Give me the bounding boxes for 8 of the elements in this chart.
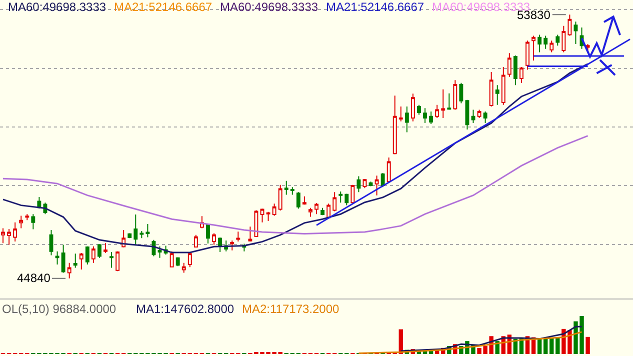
text: MA60:49698.3333 [8, 0, 106, 14]
text: MA2:117173.2000 [242, 302, 340, 316]
text: MA1:147602.8000 [136, 302, 234, 316]
text: 44840 [17, 271, 50, 285]
text: MA21:52146.6667 [114, 0, 212, 14]
chart-title: OL(5,10) 96884.0000 [2, 302, 116, 316]
text: MA60:49698.3333 [220, 0, 318, 14]
text: MA21:52146.6667 [326, 0, 424, 14]
